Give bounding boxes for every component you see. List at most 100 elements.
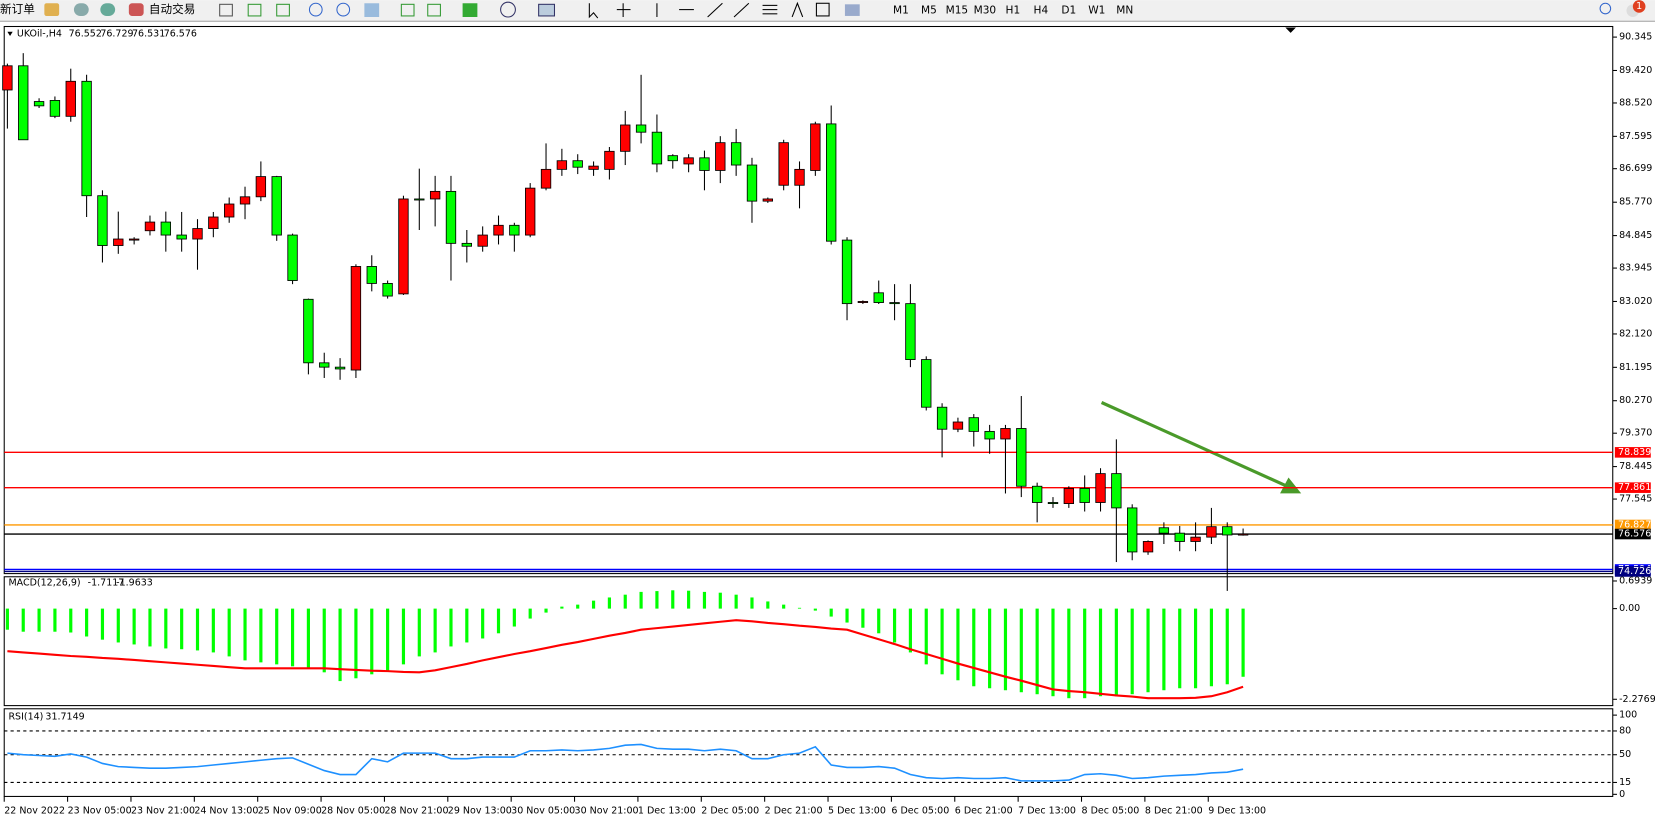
macd-bar — [1098, 608, 1103, 697]
candle-body — [382, 282, 393, 297]
candle-body — [1190, 536, 1201, 542]
timeframe-button[interactable]: H4 — [1034, 5, 1049, 17]
macd-bar — [576, 604, 580, 609]
candle-body — [429, 190, 441, 200]
macd-bar — [449, 608, 453, 647]
candle-body — [303, 298, 314, 364]
level-badge — [1614, 566, 1651, 577]
macd-bar — [1162, 608, 1166, 691]
level-label: 74.726 — [1618, 566, 1651, 577]
indicator-title: RSI(14) — [8, 712, 43, 723]
timeframe-button[interactable]: MN — [1116, 5, 1133, 17]
macd-bar — [956, 608, 960, 681]
candle-body — [128, 238, 140, 241]
macd-bar — [1019, 608, 1023, 693]
macd-bar — [924, 608, 928, 665]
candle-body — [778, 142, 789, 186]
timeframe-button[interactable]: D1 — [1061, 5, 1076, 17]
icon[interactable] — [44, 3, 60, 16]
icon[interactable] — [100, 3, 116, 16]
candle-body — [604, 150, 615, 170]
indicator-value: 31.7149 — [45, 712, 84, 723]
x-tick-label: 28 Nov 05:00 — [321, 806, 385, 817]
macd-bar — [338, 608, 342, 682]
candle-body — [651, 131, 663, 165]
x-tick-label: 25 Nov 09:00 — [258, 806, 322, 817]
macd-bar — [37, 608, 41, 632]
candle-body — [857, 301, 869, 303]
macd-bar — [164, 608, 168, 649]
macd-bar — [591, 600, 596, 609]
macd-bar — [100, 608, 105, 640]
y-tick-label: 88.520 — [1619, 97, 1652, 108]
candle-body — [968, 417, 979, 432]
indicator-title: MACD(12,26,9) — [8, 578, 80, 589]
auto-trading-icon[interactable] — [128, 3, 144, 16]
tool-icons[interactable] — [219, 1, 1640, 19]
macd-bar — [797, 607, 802, 609]
macd-bar — [132, 608, 136, 645]
macd-bar — [195, 608, 200, 651]
y-tick-label: 83.020 — [1619, 296, 1652, 307]
y-tick-label: 89.420 — [1619, 65, 1652, 76]
macd-bar — [227, 608, 231, 657]
candle-body — [556, 160, 568, 170]
timeframe-button[interactable]: M30 — [974, 5, 997, 17]
candle-body — [398, 198, 409, 295]
macd-bar — [988, 608, 992, 689]
timeframe-bar: M1 M5 M15 M30 H1 H4 D1 W1 MN — [893, 5, 1133, 17]
macd-bar — [322, 608, 326, 673]
macd-bar — [702, 591, 707, 609]
candle-body — [683, 157, 694, 165]
candle-body — [1111, 473, 1122, 509]
macd-bar — [1193, 608, 1198, 689]
candle-body — [588, 165, 599, 170]
timeframe-button[interactable]: W1 — [1088, 5, 1105, 17]
macd-bar — [718, 592, 722, 609]
macd-bar — [481, 608, 485, 639]
candle-body — [762, 198, 774, 202]
candle-body — [461, 242, 472, 247]
candle-body — [984, 430, 995, 440]
candle-body — [319, 362, 330, 368]
auto-trading-button[interactable]: 自动交易 — [149, 2, 195, 16]
macd-bar — [433, 608, 437, 653]
candle-body — [445, 190, 457, 244]
macd-bar — [1003, 608, 1008, 691]
macd-bar — [512, 608, 516, 627]
y-tick-label: 0.6939 — [1619, 575, 1652, 586]
ohlc-value: 76.552 — [69, 28, 102, 39]
candle-body — [414, 198, 425, 201]
macd-bar — [544, 608, 548, 613]
timeframe-button[interactable]: M5 — [921, 5, 937, 17]
x-tick-label: 5 Dec 13:00 — [828, 806, 886, 817]
icon[interactable] — [73, 3, 89, 16]
candle-body — [715, 142, 726, 171]
macd-bar — [623, 594, 627, 609]
macd-bar — [892, 608, 897, 643]
timeframe-button[interactable]: H1 — [1006, 5, 1021, 17]
rsi-panel — [3, 708, 1614, 797]
macd-bar — [687, 590, 691, 609]
macd-bar — [782, 604, 786, 609]
candle-body — [176, 234, 187, 240]
candle-body — [287, 234, 298, 281]
notification-badge[interactable] — [1632, 0, 1646, 13]
macd-bar — [845, 608, 849, 623]
level-label: 77.861 — [1618, 482, 1651, 493]
macd-bar — [1130, 608, 1134, 695]
new-order-button[interactable]: 新订单 — [0, 2, 35, 16]
x-tick-label: 30 Nov 21:00 — [575, 806, 639, 817]
candle-body — [350, 266, 362, 371]
timeframe-button[interactable]: M1 — [893, 5, 909, 17]
macd-bar — [370, 608, 374, 675]
timeframe-button[interactable]: M15 — [946, 5, 969, 17]
y-tick-label: 15 — [1619, 777, 1631, 788]
arrow-head — [1280, 477, 1302, 494]
x-tick-label: 2 Dec 05:00 — [701, 806, 759, 817]
y-tick-label: 81.195 — [1619, 362, 1652, 373]
candle-body — [1222, 526, 1233, 536]
